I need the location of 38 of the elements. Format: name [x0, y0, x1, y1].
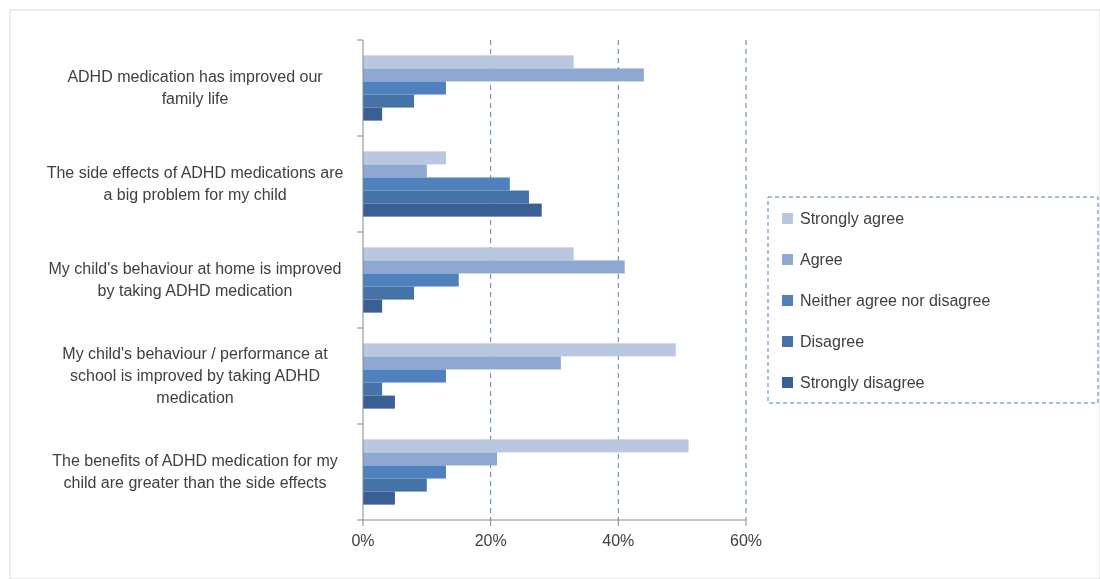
x-tick-label: 60%: [729, 532, 763, 549]
bar: [363, 203, 542, 217]
y-tick-label: ADHD medication has improved our family life: [67, 68, 324, 107]
bar: [363, 94, 415, 108]
y-tick-label: The benefits of ADHD medication for my child are greater than the side effects: [52, 452, 338, 491]
bar: [363, 439, 689, 453]
bar: [363, 369, 446, 383]
bar: [363, 286, 415, 300]
bar: [363, 151, 446, 165]
bar: [363, 260, 625, 274]
y-tick-label: The side effects of ADHD medications are a big problem for my child: [46, 164, 344, 203]
bar: [363, 273, 459, 287]
x-tick-label: 40%: [602, 532, 635, 549]
bar: [363, 164, 427, 178]
legend-label: Disagree: [800, 333, 865, 350]
bar: [363, 299, 383, 313]
y-tick-label: My child's behaviour / performance at school is improved by taking ADHD medication: [62, 345, 329, 406]
bar: [363, 478, 427, 492]
y-tick-label: My child's behaviour at home is improved by taking ADHD medication: [48, 260, 342, 299]
bar: [363, 465, 446, 479]
legend-label: Agree: [800, 251, 843, 268]
bar: [363, 107, 383, 121]
bar: [363, 491, 395, 505]
x-tick-label: 0%: [351, 532, 375, 549]
bar: [363, 68, 644, 82]
bar: [363, 190, 529, 204]
bar: [363, 81, 446, 95]
legend-label: Neither agree nor disagree: [800, 292, 991, 309]
bar: [363, 452, 498, 466]
bar: [363, 395, 395, 409]
bar: [363, 382, 383, 396]
bar: [363, 356, 561, 370]
bar: [363, 247, 574, 261]
bar: [363, 55, 574, 69]
legend-label: Strongly agree: [800, 210, 905, 227]
x-tick-label: 20%: [474, 532, 507, 549]
legend-label: Strongly disagree: [800, 374, 925, 391]
bar: [363, 343, 676, 357]
